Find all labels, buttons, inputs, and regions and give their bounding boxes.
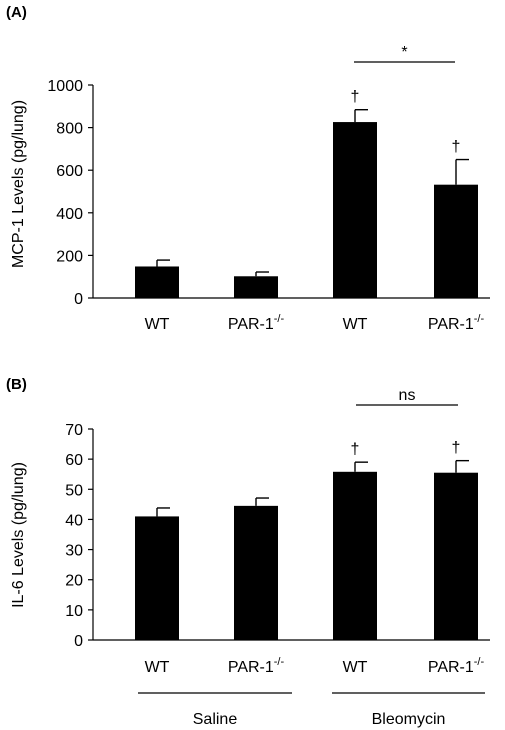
panel-a-significance-marker: † <box>452 139 461 156</box>
panel-b-y-tick-label: 70 <box>65 422 83 439</box>
panel-b-significance-marker: † <box>452 440 461 457</box>
panel-a-y-tick-label: 1000 <box>47 78 83 95</box>
panel-a-y-tick-label: 0 <box>74 291 83 308</box>
panel-a-category-text: PAR-1 <box>428 316 474 333</box>
panel-b-y-tick-label: 40 <box>65 512 83 529</box>
panel-b-significance-marker: † <box>351 441 360 458</box>
panel-b-bar <box>333 471 377 640</box>
panel-b-group-label: Saline <box>193 711 238 728</box>
panel-b-bar <box>434 472 478 640</box>
panel-a-bar <box>234 276 278 298</box>
panel-a-ylabel: MCP-1 Levels (pg/lung) <box>10 100 27 268</box>
panel-b-comparison-label: ns <box>399 387 416 404</box>
panel-a-significance-marker: † <box>351 89 360 106</box>
panel-b-category-text: PAR-1 <box>428 659 474 676</box>
panel-b-category-text: WT <box>145 659 170 676</box>
panel-a-bar <box>135 266 179 298</box>
panel-a-category-superscript: -/- <box>274 313 285 325</box>
panel-b-category-label: WT <box>343 659 368 676</box>
panel-b-y-tick-label: 50 <box>65 482 83 499</box>
panel-b-group-label: Bleomycin <box>372 711 446 728</box>
panel-a-comparison-label: * <box>401 44 407 61</box>
panel-b-label: (B) <box>6 376 27 393</box>
panel-a-y-tick-label: 600 <box>56 163 83 180</box>
panel-a-bar <box>434 184 478 298</box>
panel-b-bar <box>135 516 179 640</box>
panel-a-category-text: WT <box>343 316 368 333</box>
panel-b-y-tick-label: 10 <box>65 603 83 620</box>
panel-b-category-text: PAR-1 <box>228 659 274 676</box>
panel-b-category-label: WT <box>145 659 170 676</box>
panel-a-y-tick-label: 400 <box>56 206 83 223</box>
panel-a-category-label: WT <box>145 316 170 333</box>
panel-b-y-tick-label: 60 <box>65 452 83 469</box>
panel-a-category-text: WT <box>145 316 170 333</box>
panel-a-bar <box>333 122 377 298</box>
panel-b-category-superscript: -/- <box>474 656 485 668</box>
panel-b-category-superscript: -/- <box>274 656 285 668</box>
panel-b-y-tick-label: 30 <box>65 543 83 560</box>
panel-b-y-tick-label: 20 <box>65 573 83 590</box>
panel-a-label: (A) <box>6 4 27 21</box>
panel-a-category-superscript: -/- <box>474 313 485 325</box>
panel-b-bar <box>234 505 278 640</box>
panel-b-category-label: PAR-1-/- <box>228 656 285 676</box>
panel-a-category-label: PAR-1-/- <box>428 313 485 333</box>
panel-b-ylabel: IL-6 Levels (pg/lung) <box>10 462 27 608</box>
panel-b-category-label: PAR-1-/- <box>428 656 485 676</box>
panel-a-y-tick-label: 200 <box>56 248 83 265</box>
panel-a-category-label: WT <box>343 316 368 333</box>
panel-a-y-tick-label: 800 <box>56 121 83 138</box>
panel-b-y-tick-label: 0 <box>74 633 83 650</box>
panel-a-category-label: PAR-1-/- <box>228 313 285 333</box>
panel-b-category-text: WT <box>343 659 368 676</box>
panel-a-category-text: PAR-1 <box>228 316 274 333</box>
